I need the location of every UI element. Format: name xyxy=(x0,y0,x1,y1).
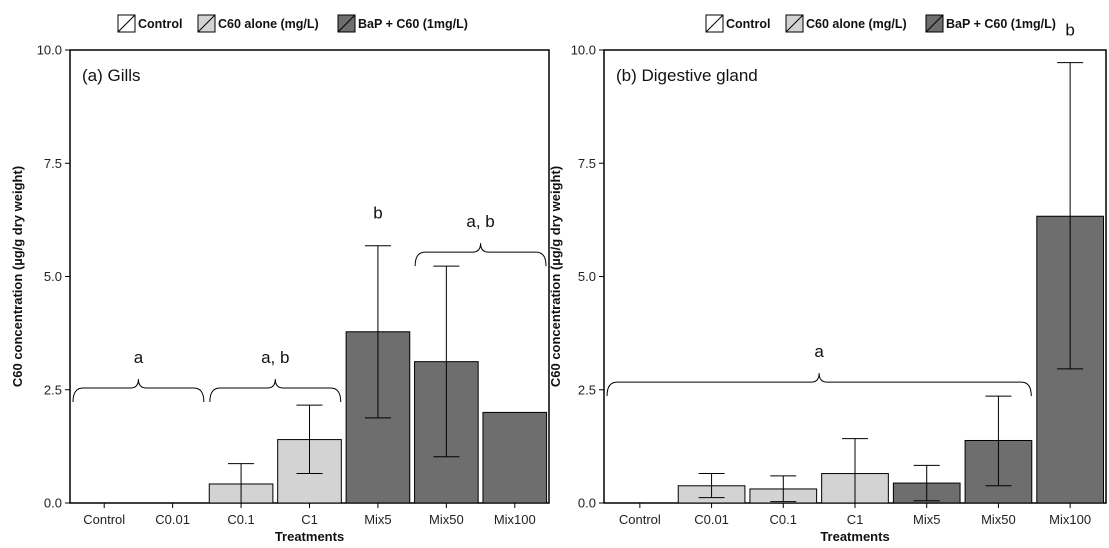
x-tick-label-Mix50: Mix50 xyxy=(981,512,1016,527)
legend-label-1: C60 alone (mg/L) xyxy=(806,17,907,31)
y-tick-label: 2.5 xyxy=(44,382,62,397)
legend-swatch-slash-0 xyxy=(117,14,136,33)
plot-frame xyxy=(603,49,1107,504)
y-tick-label: 7.5 xyxy=(578,156,596,171)
x-tick-label-C0.1: C0.1 xyxy=(227,512,254,527)
x-tick-label-Mix50: Mix50 xyxy=(429,512,464,527)
y-tick-label: 2.5 xyxy=(578,382,596,397)
x-tick-label-Mix100: Mix100 xyxy=(1049,512,1091,527)
legend-label-2: BaP + C60 (1mg/L) xyxy=(358,17,468,31)
significance-brace xyxy=(72,378,205,403)
panel-label: (a) Gills xyxy=(82,66,141,85)
legend-swatch-slash-2 xyxy=(925,14,944,33)
legend-swatch-slash-2 xyxy=(337,14,356,33)
legend-label-1: C60 alone (mg/L) xyxy=(218,17,319,31)
legend-label-0: Control xyxy=(138,17,182,31)
x-tick-label-C0.1: C0.1 xyxy=(770,512,797,527)
significance-label: b xyxy=(373,204,382,223)
significance-label: a, b xyxy=(466,212,494,231)
significance-label: a xyxy=(814,342,824,361)
significance-brace xyxy=(209,378,342,403)
x-tick-label-Mix5: Mix5 xyxy=(913,512,940,527)
x-tick-label-Control: Control xyxy=(619,512,661,527)
legend: Control C60 alone (mg/L) BaP + C60 (1mg/L) xyxy=(117,14,468,33)
legend-swatch-slash-1 xyxy=(197,14,216,33)
y-tick-label: 5.0 xyxy=(44,269,62,284)
significance-label: a xyxy=(134,348,144,367)
x-tick-label-C0.01: C0.01 xyxy=(694,512,729,527)
x-tick-label-C0.01: C0.01 xyxy=(155,512,190,527)
significance-brace xyxy=(414,243,547,267)
y-tick-label: 0.0 xyxy=(578,496,596,511)
x-tick-label-Mix5: Mix5 xyxy=(364,512,391,527)
x-axis-title: Treatments xyxy=(820,529,889,544)
x-tick-label-Mix100: Mix100 xyxy=(494,512,536,527)
x-tick-label-C1: C1 xyxy=(847,512,864,527)
legend-label-0: Control xyxy=(726,17,770,31)
y-axis-title: C60 concentration (µg/g dry weight) xyxy=(10,166,25,387)
y-axis-title: C60 concentration (µg/g dry weight) xyxy=(548,166,563,387)
y-tick-label: 0.0 xyxy=(44,496,62,511)
y-tick-label: 10.0 xyxy=(37,43,62,58)
significance-label: b xyxy=(1065,21,1074,40)
legend-swatch-slash-1 xyxy=(785,14,804,33)
y-tick-label: 7.5 xyxy=(44,156,62,171)
panel-label: (b) Digestive gland xyxy=(616,66,758,85)
chart-panel-b: Control C60 alone (mg/L) BaP + C60 (1mg/L)… xyxy=(548,14,1107,544)
legend-label-2: BaP + C60 (1mg/L) xyxy=(946,17,1056,31)
bar-Mix100 xyxy=(482,411,548,504)
y-tick-label: 10.0 xyxy=(571,43,596,58)
y-tick-label: 5.0 xyxy=(578,269,596,284)
significance-label: a, b xyxy=(261,348,289,367)
legend: Control C60 alone (mg/L) BaP + C60 (1mg/L) xyxy=(705,14,1056,33)
x-axis-title: Treatments xyxy=(275,529,344,544)
x-tick-label-C1: C1 xyxy=(301,512,318,527)
chart-panel-a: Control C60 alone (mg/L) BaP + C60 (1mg/L)… xyxy=(10,14,550,544)
x-tick-label-Control: Control xyxy=(83,512,125,527)
legend-swatch-slash-0 xyxy=(705,14,724,33)
significance-brace xyxy=(606,373,1032,397)
